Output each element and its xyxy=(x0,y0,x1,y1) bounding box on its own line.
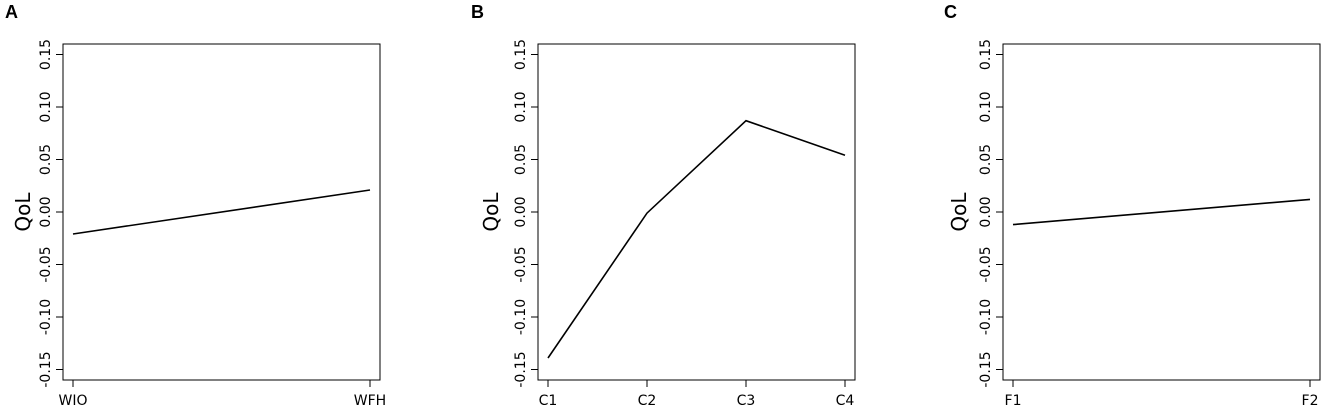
panel-a-x-tick-label: WFH xyxy=(354,393,386,409)
panel-a-x-tick-label: WIO xyxy=(59,393,88,409)
panel-a-y-tick-label: -0.05 xyxy=(38,246,54,282)
panel-c-y-tick-label: -0.15 xyxy=(978,351,994,387)
panel-a-series-line xyxy=(72,189,371,235)
panel-b-y-tick-label: -0.05 xyxy=(513,246,529,282)
panel-b-series-line xyxy=(547,119,846,359)
panel-c-y-axis-label: QoL xyxy=(947,192,971,232)
panel-b-x-tick-label: C3 xyxy=(737,393,756,409)
panel-c-y-axis: -0.15 -0.10 -0.05 0.00 0.05 0.10 0.15 xyxy=(978,39,1003,388)
panel-b-y-axis-label: QoL xyxy=(479,192,503,232)
panel-c-y-tick-label: -0.05 xyxy=(978,246,994,282)
panel-c-x-tick-label: F1 xyxy=(1005,393,1022,409)
panel-a-y-axis-label: QoL xyxy=(11,192,35,232)
panel-c-y-tick-label: 0.15 xyxy=(978,39,994,70)
panel-a-x-axis: WIO WFH xyxy=(59,380,386,409)
panel-b-y-axis: -0.15 -0.10 -0.05 0.00 0.05 0.10 0.15 xyxy=(513,39,538,388)
panel-c-y-tick-label: 0.05 xyxy=(978,144,994,175)
panel-a-y-tick-label: 0.15 xyxy=(38,39,54,70)
panel-a-y-tick-label: -0.15 xyxy=(38,351,54,387)
panel-b: B QoL -0.15 -0.10 -0.05 0.00 0.05 0.10 0.15 C1… xyxy=(471,2,856,409)
panel-a-letter: A xyxy=(5,2,18,22)
panel-c-x-tick-label: F2 xyxy=(1302,393,1319,409)
panel-b-letter: B xyxy=(471,2,484,22)
panel-b-y-tick-label: 0.15 xyxy=(513,39,529,70)
panel-a-y-tick-label: 0.05 xyxy=(38,144,54,175)
panel-b-plot-frame xyxy=(537,43,856,381)
panel-a-y-tick-label: -0.10 xyxy=(38,299,54,335)
panel-c-y-tick-label: 0.10 xyxy=(978,91,994,122)
panel-c-series-line xyxy=(1012,198,1311,226)
panel-c-x-axis: F1 F2 xyxy=(1005,380,1319,409)
panel-b-y-tick-label: -0.15 xyxy=(513,351,529,387)
panel-b-x-tick-label: C1 xyxy=(539,393,558,409)
panel-a-y-tick-label: 0.00 xyxy=(38,196,54,227)
panel-a-y-axis: -0.15 -0.10 -0.05 0.00 0.05 0.10 0.15 xyxy=(38,39,63,388)
panel-a: A QoL -0.15 -0.10 -0.05 0.00 0.05 0.10 0.15 WI… xyxy=(5,2,386,409)
panel-b-y-tick-label: 0.05 xyxy=(513,144,529,175)
panel-b-y-tick-label: 0.00 xyxy=(513,196,529,227)
panel-b-x-axis: C1 C2 C3 C4 xyxy=(539,380,855,409)
panel-a-y-tick-label: 0.10 xyxy=(38,91,54,122)
panel-b-y-tick-label: 0.10 xyxy=(513,91,529,122)
panel-b-x-tick-label: C4 xyxy=(836,393,855,409)
panel-c-y-tick-label: -0.10 xyxy=(978,299,994,335)
panel-c-y-tick-label: 0.00 xyxy=(978,196,994,227)
panel-c: C QoL -0.15 -0.10 -0.05 0.00 0.05 0.10 0.15 F1… xyxy=(944,2,1321,409)
panel-b-y-tick-label: -0.10 xyxy=(513,299,529,335)
panel-c-letter: C xyxy=(944,2,957,22)
panel-b-x-tick-label: C2 xyxy=(638,393,657,409)
